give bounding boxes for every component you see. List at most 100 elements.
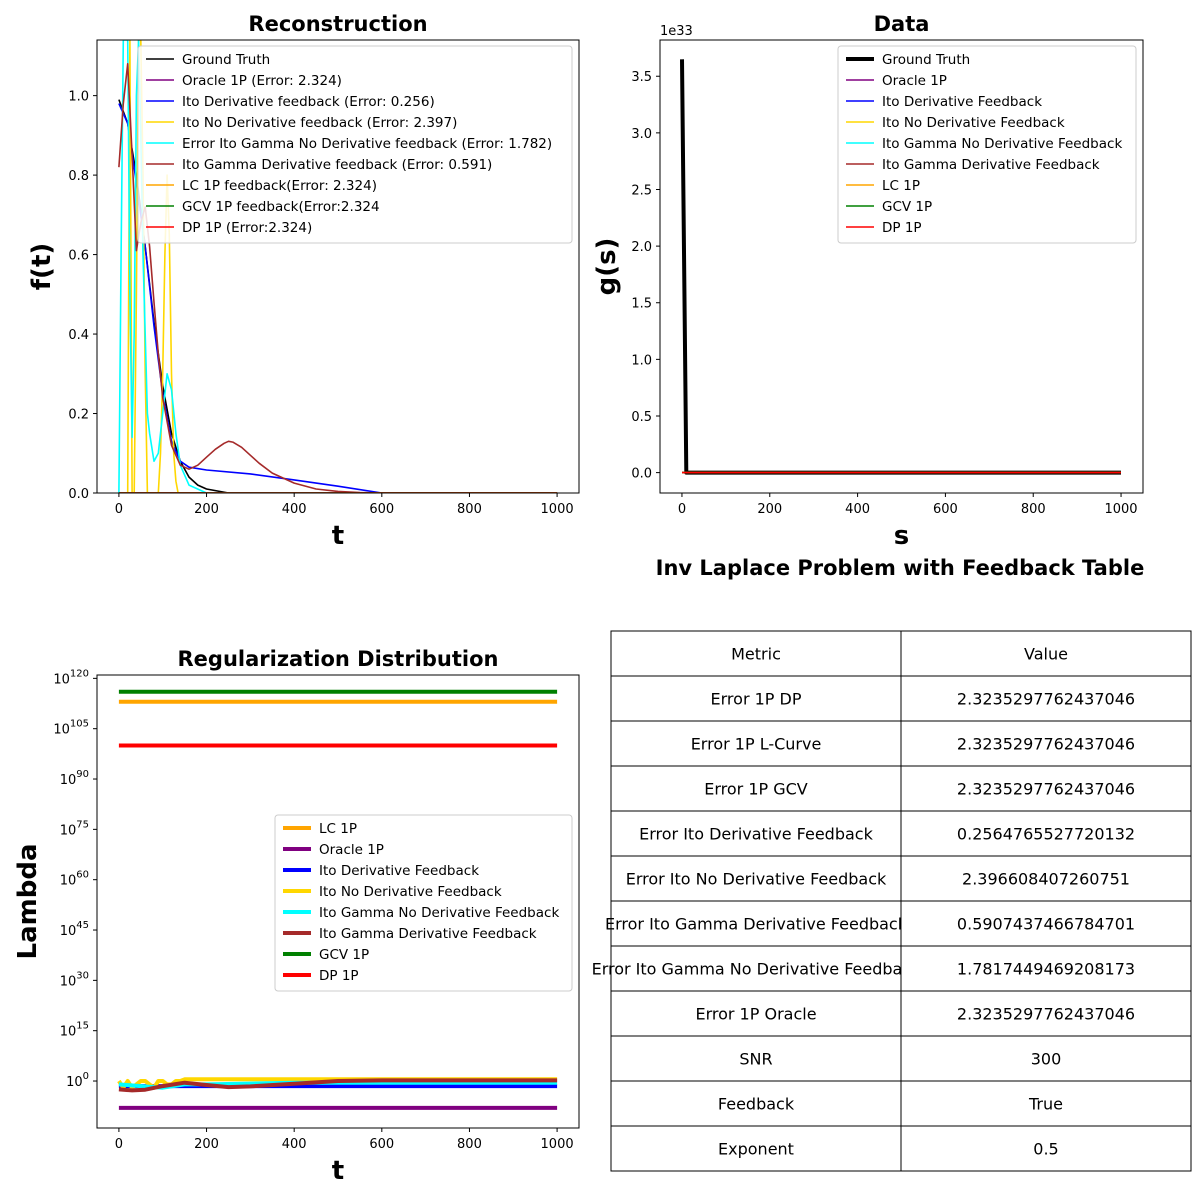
x-tick-label: 400 (282, 1137, 307, 1152)
legend-entry: Ito No Derivative Feedback (319, 884, 502, 900)
y-tick-label: 2.0 (631, 240, 652, 255)
metrics-table: Inv Laplace Problem with Feedback Table M… (592, 556, 1192, 1172)
table-cell (900, 990, 1192, 1037)
y-tick-label: 100 (66, 1071, 89, 1090)
y-tick-exp: 30 (76, 970, 89, 981)
plot-frame (659, 39, 1144, 494)
y-tick-label: 3.0 (631, 127, 652, 142)
y-tick-base: 10 (60, 823, 77, 838)
table-cell (900, 855, 1192, 902)
table-metric: Error Ito Derivative Feedback (639, 825, 873, 844)
table-metric: Exponent (718, 1140, 794, 1159)
y-tick-label: 0.0 (68, 487, 89, 502)
x-tick-label: 800 (457, 1137, 482, 1152)
legend: Ground Truth Oracle 1P (Error: 2.324) Ito … (137, 45, 573, 244)
legend-entry: Ito Derivative Feedback (882, 94, 1042, 110)
chart-title: Regularization Distribution (178, 647, 499, 671)
x-tick-label: 600 (933, 502, 958, 517)
y-tick-label: 0.4 (68, 328, 89, 343)
y-tick-label: 0.2 (68, 408, 89, 423)
y-tick-label: 1075 (60, 819, 89, 838)
x-axis-label: t (332, 521, 344, 551)
series-group (680, 59, 1121, 475)
legend: Ground Truth Oracle 1P Ito Derivative Feed… (837, 45, 1137, 244)
x-tick-label: 800 (1021, 502, 1046, 517)
x-tick-label: 800 (457, 502, 482, 517)
legend-entry: Oracle 1P (882, 73, 947, 89)
legend-entry: GCV 1P (882, 199, 932, 215)
y-tick-label: 0.0 (631, 467, 652, 482)
y-tick-exp: 15 (76, 1021, 89, 1032)
x-tick-label: 0 (115, 502, 123, 517)
y-axis-label: g(s) (592, 238, 622, 296)
legend-entry: Ito Derivative Feedback (319, 863, 479, 879)
x-tick-label: 600 (369, 1137, 394, 1152)
y-tick-exp: 45 (76, 920, 89, 931)
y-tick-label: 3.5 (631, 70, 652, 85)
x-tick-label: 1000 (541, 502, 574, 517)
legend-entry: Ito Gamma Derivative feedback (Error: 0.… (182, 157, 492, 173)
legend-entry: Ito Gamma No Derivative Feedback (882, 136, 1122, 152)
table-cell (610, 855, 902, 902)
table-metric: Error Ito Gamma Derivative Feedback (605, 915, 908, 934)
x-tick-label: 0 (115, 1137, 123, 1152)
table-value: 0.2564765527720132 (957, 825, 1135, 844)
y-tick-label: 1090 (60, 769, 89, 788)
legend-entry: LC 1P (319, 821, 357, 837)
series-line-error-ito-gamma-no-derivative-feedback-error-1-782- (118, 40, 558, 493)
y-tick-base: 10 (60, 874, 77, 889)
legend-entry: DP 1P (882, 220, 922, 236)
table-value: 2.3235297762437046 (957, 780, 1135, 799)
table-cell (610, 1035, 902, 1082)
table-value: 2.3235297762437046 (957, 1005, 1135, 1024)
y-tick-label: 1.0 (68, 90, 89, 105)
legend-entry: Ito No Derivative Feedback (882, 115, 1065, 131)
legend-entry: DP 1P (319, 968, 359, 984)
y-axis-label: f(t) (27, 243, 57, 291)
series-line-ito-gamma-derivative-feedback (118, 1078, 558, 1093)
y-tick-exp: 90 (76, 769, 89, 780)
legend-entry: GCV 1P (319, 947, 369, 963)
y-tick-exp: 75 (76, 819, 89, 830)
chart-data: 0 200 400 600 800 1000 0.0 0.5 1.0 1.5 2.0 2.5 3.0 3.… (592, 12, 1144, 551)
legend-entry: LC 1P (882, 178, 920, 194)
legend-entry: Ito Gamma Derivative Feedback (882, 157, 1100, 173)
legend-entry: Oracle 1P (319, 842, 384, 858)
table-value: 1.7817449469208173 (957, 960, 1135, 979)
series-line-ito-no-derivative-feedback-error-2-397- (118, 40, 558, 493)
legend-frame (137, 45, 573, 244)
y-tick-exp: 105 (70, 719, 89, 730)
table-header-metric: Metric (731, 645, 781, 664)
table-cell (900, 720, 1192, 767)
legend-entry: LC 1P feedback(Error: 2.324) (182, 178, 377, 194)
table-cell (900, 1125, 1192, 1172)
legend-entry: Ground Truth (882, 52, 970, 68)
table-value: 2.3235297762437046 (957, 735, 1135, 754)
y-tick-base: 10 (60, 924, 77, 939)
x-axis-label: s (894, 521, 909, 551)
axis-offset-text: 1e33 (660, 24, 693, 39)
legend-frame (274, 814, 573, 992)
x-tick-label: 200 (194, 502, 219, 517)
x-axis-label: t (332, 1156, 344, 1186)
y-tick-label: 1060 (60, 870, 89, 889)
y-axis-label: Lambda (13, 844, 43, 960)
plot-frame (96, 674, 580, 1129)
y-tick-label: 1030 (60, 970, 89, 989)
table-cell (900, 810, 1192, 857)
y-tick-label: 0.8 (68, 169, 89, 184)
table-cell (900, 630, 1192, 677)
table-title: Inv Laplace Problem with Feedback Table (656, 556, 1145, 580)
x-tick-label: 400 (282, 502, 307, 517)
legend-entry: Ito Derivative feedback (Error: 0.256) (182, 94, 435, 110)
y-tick-label: 0.5 (631, 410, 652, 425)
y-tick-base: 10 (66, 1075, 83, 1090)
x-tick-label: 1000 (1104, 502, 1137, 517)
y-tick-label: 1.5 (631, 297, 652, 312)
legend-entry: Ito Gamma No Derivative Feedback (319, 905, 559, 921)
table-value: 300 (1031, 1050, 1062, 1069)
x-tick-label: 1000 (541, 1137, 574, 1152)
x-tick-label: 400 (845, 502, 870, 517)
y-tick-exp: 120 (70, 668, 89, 679)
